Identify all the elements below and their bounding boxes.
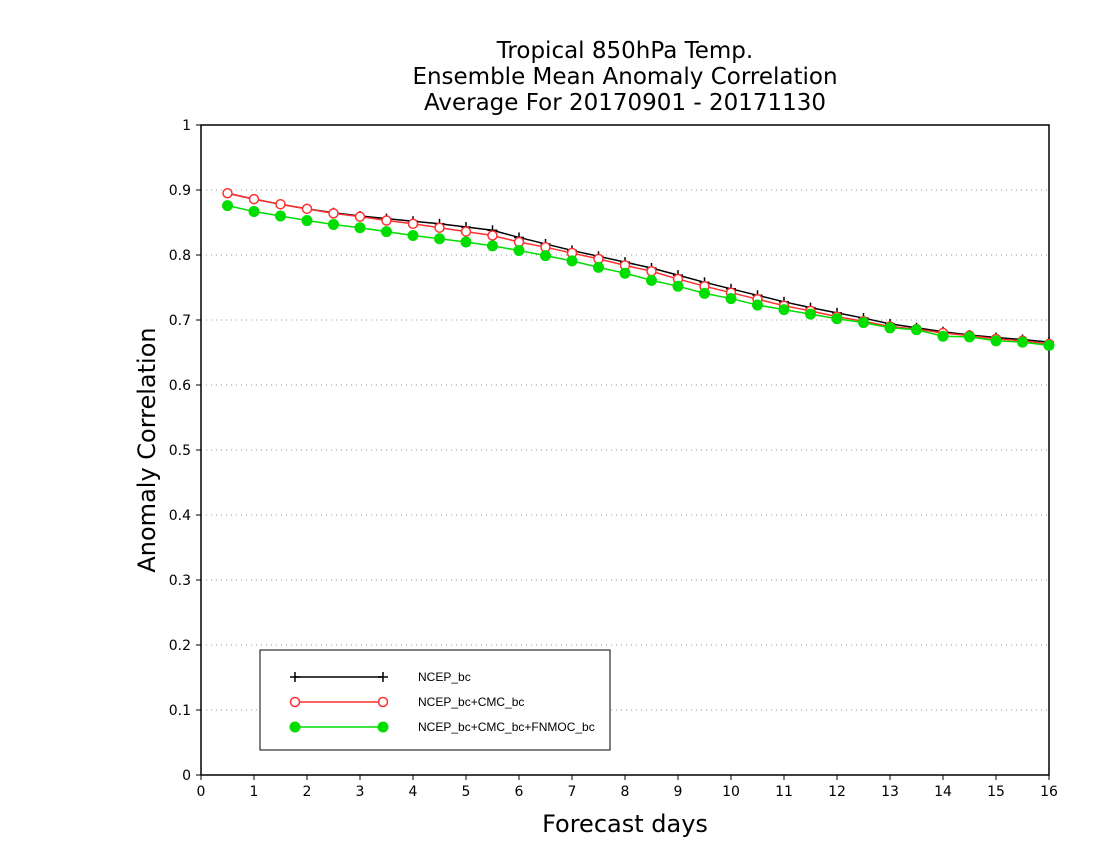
x-tick-label-6: 6 xyxy=(515,784,524,800)
series-2-point-18 xyxy=(699,287,710,299)
series-2-point-7 xyxy=(407,230,419,241)
legend-marker-end-1 xyxy=(377,696,389,708)
series-2-point-21 xyxy=(778,304,790,316)
legend-label-1: NCEP_bc+CMC_bc xyxy=(418,695,524,709)
series-1 xyxy=(222,188,1055,350)
y-axis: 0 0.1 0.2 0.3 0.4 0.5 0.6 0.7 0.8 0.9 1 xyxy=(169,118,201,784)
y-tick-label-5: 0.5 xyxy=(169,443,191,459)
series-2-point-9 xyxy=(460,236,472,248)
series-2-point-17 xyxy=(672,280,684,292)
series-2-point-25 xyxy=(884,322,896,334)
series-2-point-26 xyxy=(911,324,922,336)
series-2-point-3 xyxy=(301,215,313,227)
series-2-point-5 xyxy=(354,222,366,234)
legend-marker-end-0 xyxy=(378,672,388,682)
legend-box xyxy=(259,649,611,751)
legend-marker-start-1 xyxy=(289,696,301,708)
series-1-point-10 xyxy=(487,230,498,241)
y-tick-label-1: 0.1 xyxy=(169,703,191,719)
legend: NCEP_bc NCEP_bc+CMC_bc NCEP_bc+CMC_bc+FNMO… xyxy=(259,649,611,751)
x-tick-label-16: 16 xyxy=(1040,784,1058,800)
series-2-point-16 xyxy=(646,274,657,286)
y-tick-label-10: 1 xyxy=(182,118,191,134)
y-tick-label-0: 0 xyxy=(182,768,191,784)
y-tick-label-3: 0.3 xyxy=(169,573,191,589)
x-tick-label-0: 0 xyxy=(197,784,206,800)
series-2-point-10 xyxy=(487,240,498,252)
legend-marker-start-2 xyxy=(289,721,301,733)
series-2-point-13 xyxy=(566,255,578,267)
series-line-1 xyxy=(227,192,1050,345)
x-tick-label-7: 7 xyxy=(568,784,577,800)
x-tick-label-5: 5 xyxy=(462,784,471,800)
x-tick-label-3: 3 xyxy=(356,784,365,800)
x-tick-label-10: 10 xyxy=(722,784,740,800)
series-1-point-0 xyxy=(222,188,233,199)
series-2-point-15 xyxy=(619,267,631,279)
series-1-point-2 xyxy=(275,199,286,210)
series-2-point-8 xyxy=(434,233,445,245)
x-tick-label-12: 12 xyxy=(828,784,846,800)
series-1-point-5 xyxy=(354,211,366,222)
series-2-point-6 xyxy=(381,226,392,238)
series-2-point-1 xyxy=(248,205,260,217)
x-tick-label-15: 15 xyxy=(987,784,1005,800)
series-1-point-3 xyxy=(301,203,313,215)
legend-marker-start-0 xyxy=(290,672,300,682)
series-2-point-29 xyxy=(990,335,1002,347)
y-tick-label-9: 0.9 xyxy=(169,183,191,199)
x-tick-label-11: 11 xyxy=(775,784,793,800)
series-2-point-23 xyxy=(831,313,843,325)
series-2-point-20 xyxy=(752,299,763,311)
series-group xyxy=(222,188,1055,351)
x-tick-label-1: 1 xyxy=(250,784,259,800)
legend-label-2: NCEP_bc+CMC_bc+FNMOC_bc xyxy=(418,720,595,734)
series-2-point-2 xyxy=(275,210,286,222)
y-tick-label-8: 0.8 xyxy=(169,248,191,264)
series-1-point-9 xyxy=(460,226,472,237)
series-2 xyxy=(222,200,1055,351)
series-2-point-14 xyxy=(593,261,604,273)
series-2-point-4 xyxy=(328,218,339,230)
title-line-2: Ensemble Mean Anomaly Correlation xyxy=(412,64,837,90)
chart-title: Tropical 850hPa Temp. Ensemble Mean Anom… xyxy=(412,38,837,116)
series-2-point-30 xyxy=(1017,336,1028,348)
series-1-point-8 xyxy=(434,222,445,233)
series-2-point-24 xyxy=(858,317,869,329)
x-tick-label-14: 14 xyxy=(934,784,952,800)
y-tick-label-4: 0.4 xyxy=(169,508,191,524)
series-2-point-11 xyxy=(513,244,525,256)
x-tick-label-4: 4 xyxy=(409,784,418,800)
series-1-point-1 xyxy=(248,193,260,205)
legend-label-0: NCEP_bc xyxy=(418,670,471,684)
series-1-point-4 xyxy=(328,208,339,219)
y-tick-label-6: 0.6 xyxy=(169,378,191,394)
series-1-point-7 xyxy=(407,218,419,230)
y-tick-label-2: 0.2 xyxy=(169,638,191,654)
legend-marker-end-2 xyxy=(377,721,389,733)
series-2-point-31 xyxy=(1043,339,1055,351)
x-tick-label-13: 13 xyxy=(881,784,899,800)
series-2-point-19 xyxy=(725,293,737,305)
series-2-point-28 xyxy=(964,331,975,343)
series-2-point-0 xyxy=(222,200,233,212)
y-axis-label: Anomaly Correlation xyxy=(133,327,161,572)
y-tick-label-7: 0.7 xyxy=(169,313,191,329)
series-line-2 xyxy=(227,204,1050,347)
x-tick-label-8: 8 xyxy=(621,784,630,800)
x-axis: 0 1 2 3 4 5 6 7 8 9 10 11 12 13 14 15 16 xyxy=(197,775,1058,800)
title-line-1: Tropical 850hPa Temp. xyxy=(496,38,753,64)
series-1-point-16 xyxy=(646,266,657,277)
series-2-point-12 xyxy=(540,250,551,262)
series-2-point-27 xyxy=(937,330,949,342)
title-line-3: Average For 20170901 - 20171130 xyxy=(424,90,826,116)
series-2-point-22 xyxy=(805,308,816,320)
x-tick-label-9: 9 xyxy=(674,784,683,800)
series-1-point-6 xyxy=(381,215,392,226)
x-tick-label-2: 2 xyxy=(303,784,312,800)
x-axis-label: Forecast days xyxy=(542,810,708,838)
